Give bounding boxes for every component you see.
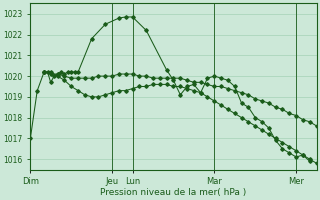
X-axis label: Pression niveau de la mer( hPa ): Pression niveau de la mer( hPa ) — [100, 188, 247, 197]
